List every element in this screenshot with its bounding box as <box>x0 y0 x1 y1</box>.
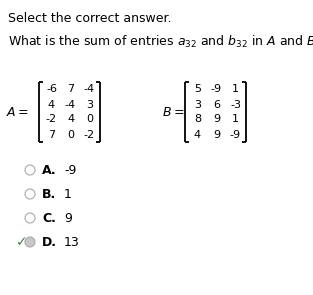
Text: 3: 3 <box>86 99 93 109</box>
Text: -2: -2 <box>46 114 57 124</box>
Text: 7: 7 <box>67 84 74 94</box>
Text: 4: 4 <box>194 130 201 140</box>
Text: -3: -3 <box>230 99 241 109</box>
Text: 13: 13 <box>64 235 80 248</box>
Text: A.: A. <box>42 163 57 176</box>
Text: C.: C. <box>42 212 56 224</box>
Text: 9: 9 <box>213 130 220 140</box>
Text: -4: -4 <box>65 99 76 109</box>
Text: 1: 1 <box>232 84 239 94</box>
Text: -4: -4 <box>84 84 95 94</box>
Text: 6: 6 <box>213 99 220 109</box>
Text: 0: 0 <box>67 130 74 140</box>
Text: -6: -6 <box>46 84 57 94</box>
Text: 8: 8 <box>194 114 201 124</box>
Text: -9: -9 <box>64 163 76 176</box>
Text: 0: 0 <box>86 114 93 124</box>
Circle shape <box>25 237 35 247</box>
Text: ✓: ✓ <box>16 235 28 249</box>
Text: -9: -9 <box>230 130 241 140</box>
Text: -2: -2 <box>84 130 95 140</box>
Text: 9: 9 <box>213 114 220 124</box>
Text: 3: 3 <box>194 99 201 109</box>
Text: 4: 4 <box>48 99 55 109</box>
Text: 7: 7 <box>48 130 55 140</box>
Text: -9: -9 <box>211 84 222 94</box>
Text: 1: 1 <box>64 188 72 201</box>
Text: 5: 5 <box>194 84 201 94</box>
Text: What is the sum of entries $a_{32}$ and $b_{32}$ in $A$ and $B$?: What is the sum of entries $a_{32}$ and … <box>8 34 313 50</box>
Text: Select the correct answer.: Select the correct answer. <box>8 12 172 25</box>
Text: $B =$: $B =$ <box>162 106 184 119</box>
Text: 4: 4 <box>67 114 74 124</box>
Text: 1: 1 <box>232 114 239 124</box>
Text: B.: B. <box>42 188 56 201</box>
Text: $A =$: $A =$ <box>6 106 29 119</box>
Text: 9: 9 <box>64 212 72 224</box>
Text: D.: D. <box>42 235 57 248</box>
